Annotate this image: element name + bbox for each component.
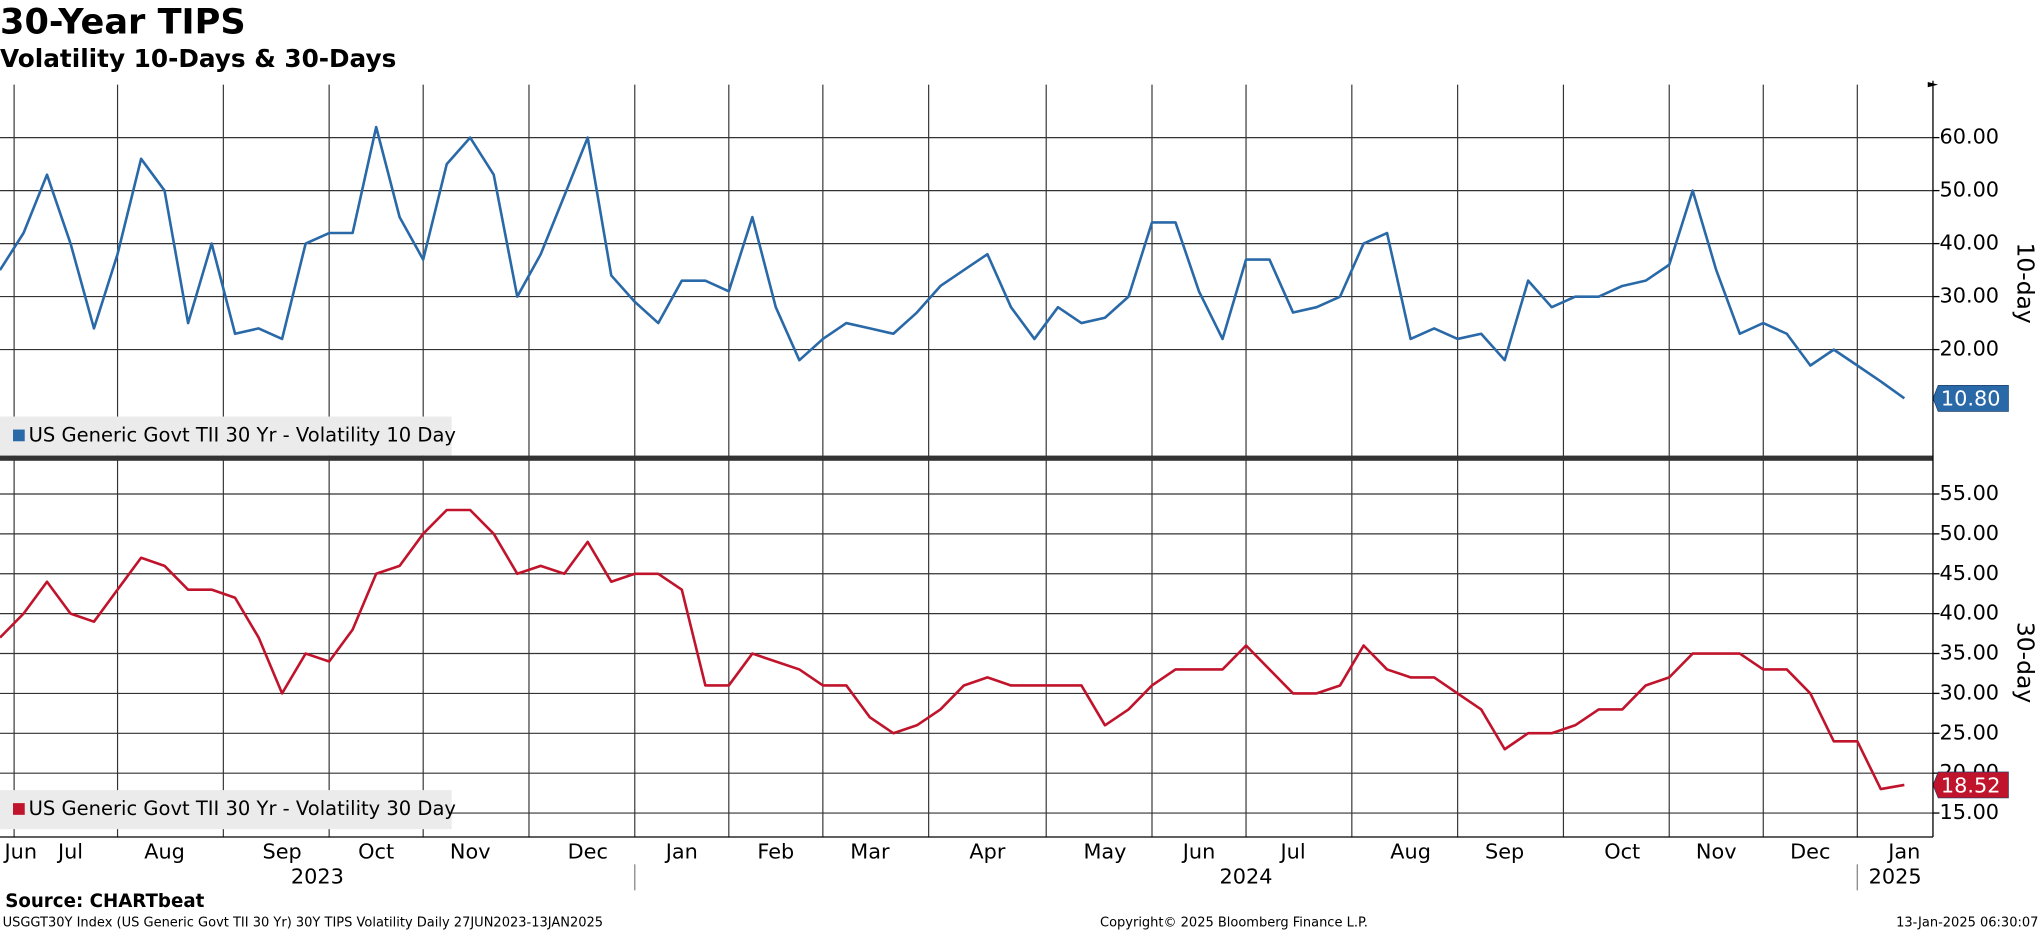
year-label: 2023 <box>291 864 344 888</box>
footer-right: 13-Jan-2025 06:30:07 <box>1896 915 2038 930</box>
value-tag-label: 18.52 <box>1941 773 2001 797</box>
x-tick-label: Nov <box>450 840 491 864</box>
x-tick-label: Sep <box>1485 840 1524 864</box>
legend-box <box>0 790 452 830</box>
x-tick-label: Oct <box>1604 840 1640 864</box>
chart-title: 30-Year TIPS <box>0 1 246 42</box>
legend-label: US Generic Govt TII 30 Yr - Volatility 3… <box>29 797 456 820</box>
x-tick-label: Jun <box>1181 840 1216 864</box>
panel-separator <box>0 455 1933 461</box>
y-tick-label: 35.00 <box>1939 641 1999 665</box>
x-tick-label: Nov <box>1696 840 1737 864</box>
y-tick-label: 40.00 <box>1939 601 1999 625</box>
x-tick-label: Dec <box>568 840 608 864</box>
legend-swatch <box>13 429 25 442</box>
y-tick-label: 25.00 <box>1939 720 1999 744</box>
year-label: 2024 <box>1220 864 1273 888</box>
y-tick-label: 45.00 <box>1939 561 1999 585</box>
x-tick-label: Aug <box>144 840 185 864</box>
x-tick-label: Sep <box>263 840 302 864</box>
footer-left: USGGT30Y Index (US Generic Govt TII 30 Y… <box>3 915 603 930</box>
x-tick-label: Jan <box>1886 840 1920 864</box>
y-axis-label: 30-day <box>2012 622 2040 703</box>
y-tick-label: 30.00 <box>1939 284 1999 308</box>
y-tick-label: 50.00 <box>1939 521 1999 545</box>
year-label: 2025 <box>1869 864 1922 888</box>
y-tick-label: 60.00 <box>1939 125 1999 149</box>
x-tick-label: Jan <box>664 840 698 864</box>
x-tick-label: Jul <box>56 840 83 864</box>
legend-swatch <box>13 803 25 815</box>
value-tag <box>1932 385 2009 412</box>
x-tick-label: Jul <box>1278 840 1305 864</box>
footer-center: Copyright© 2025 Bloomberg Finance L.P. <box>1100 915 1368 930</box>
x-tick-label: May <box>1083 840 1126 864</box>
y-tick-label: 20.00 <box>1939 337 1999 361</box>
y-axis-label: 10-day <box>2012 242 2040 323</box>
legend-box <box>0 416 452 456</box>
y-tick-label: 15.00 <box>1939 800 1999 824</box>
x-tick-label: Mar <box>850 840 890 864</box>
y-tick-label: 50.00 <box>1939 178 1999 202</box>
x-tick-label: Dec <box>1790 840 1830 864</box>
legend-label: US Generic Govt TII 30 Yr - Volatility 1… <box>29 424 456 447</box>
value-tag <box>1932 771 2009 799</box>
y-tick-label: 55.00 <box>1939 481 1999 505</box>
y-axis-arrow <box>1927 82 1939 88</box>
x-tick-label: Apr <box>969 840 1005 864</box>
value-tag-label: 10.80 <box>1941 387 2001 411</box>
x-tick-label: Aug <box>1390 840 1431 864</box>
series-line <box>0 125 1906 400</box>
y-tick-label: 30.00 <box>1939 680 1999 704</box>
x-tick-label: Jun <box>3 840 38 864</box>
chart-subtitle: Volatility 10-Days & 30-Days <box>0 44 396 73</box>
x-tick-label: Oct <box>358 840 394 864</box>
x-tick-label: Feb <box>757 840 794 864</box>
source: Source: CHARTbeat <box>5 891 204 912</box>
series-line <box>0 508 1905 791</box>
y-tick-label: 40.00 <box>1939 231 1999 255</box>
